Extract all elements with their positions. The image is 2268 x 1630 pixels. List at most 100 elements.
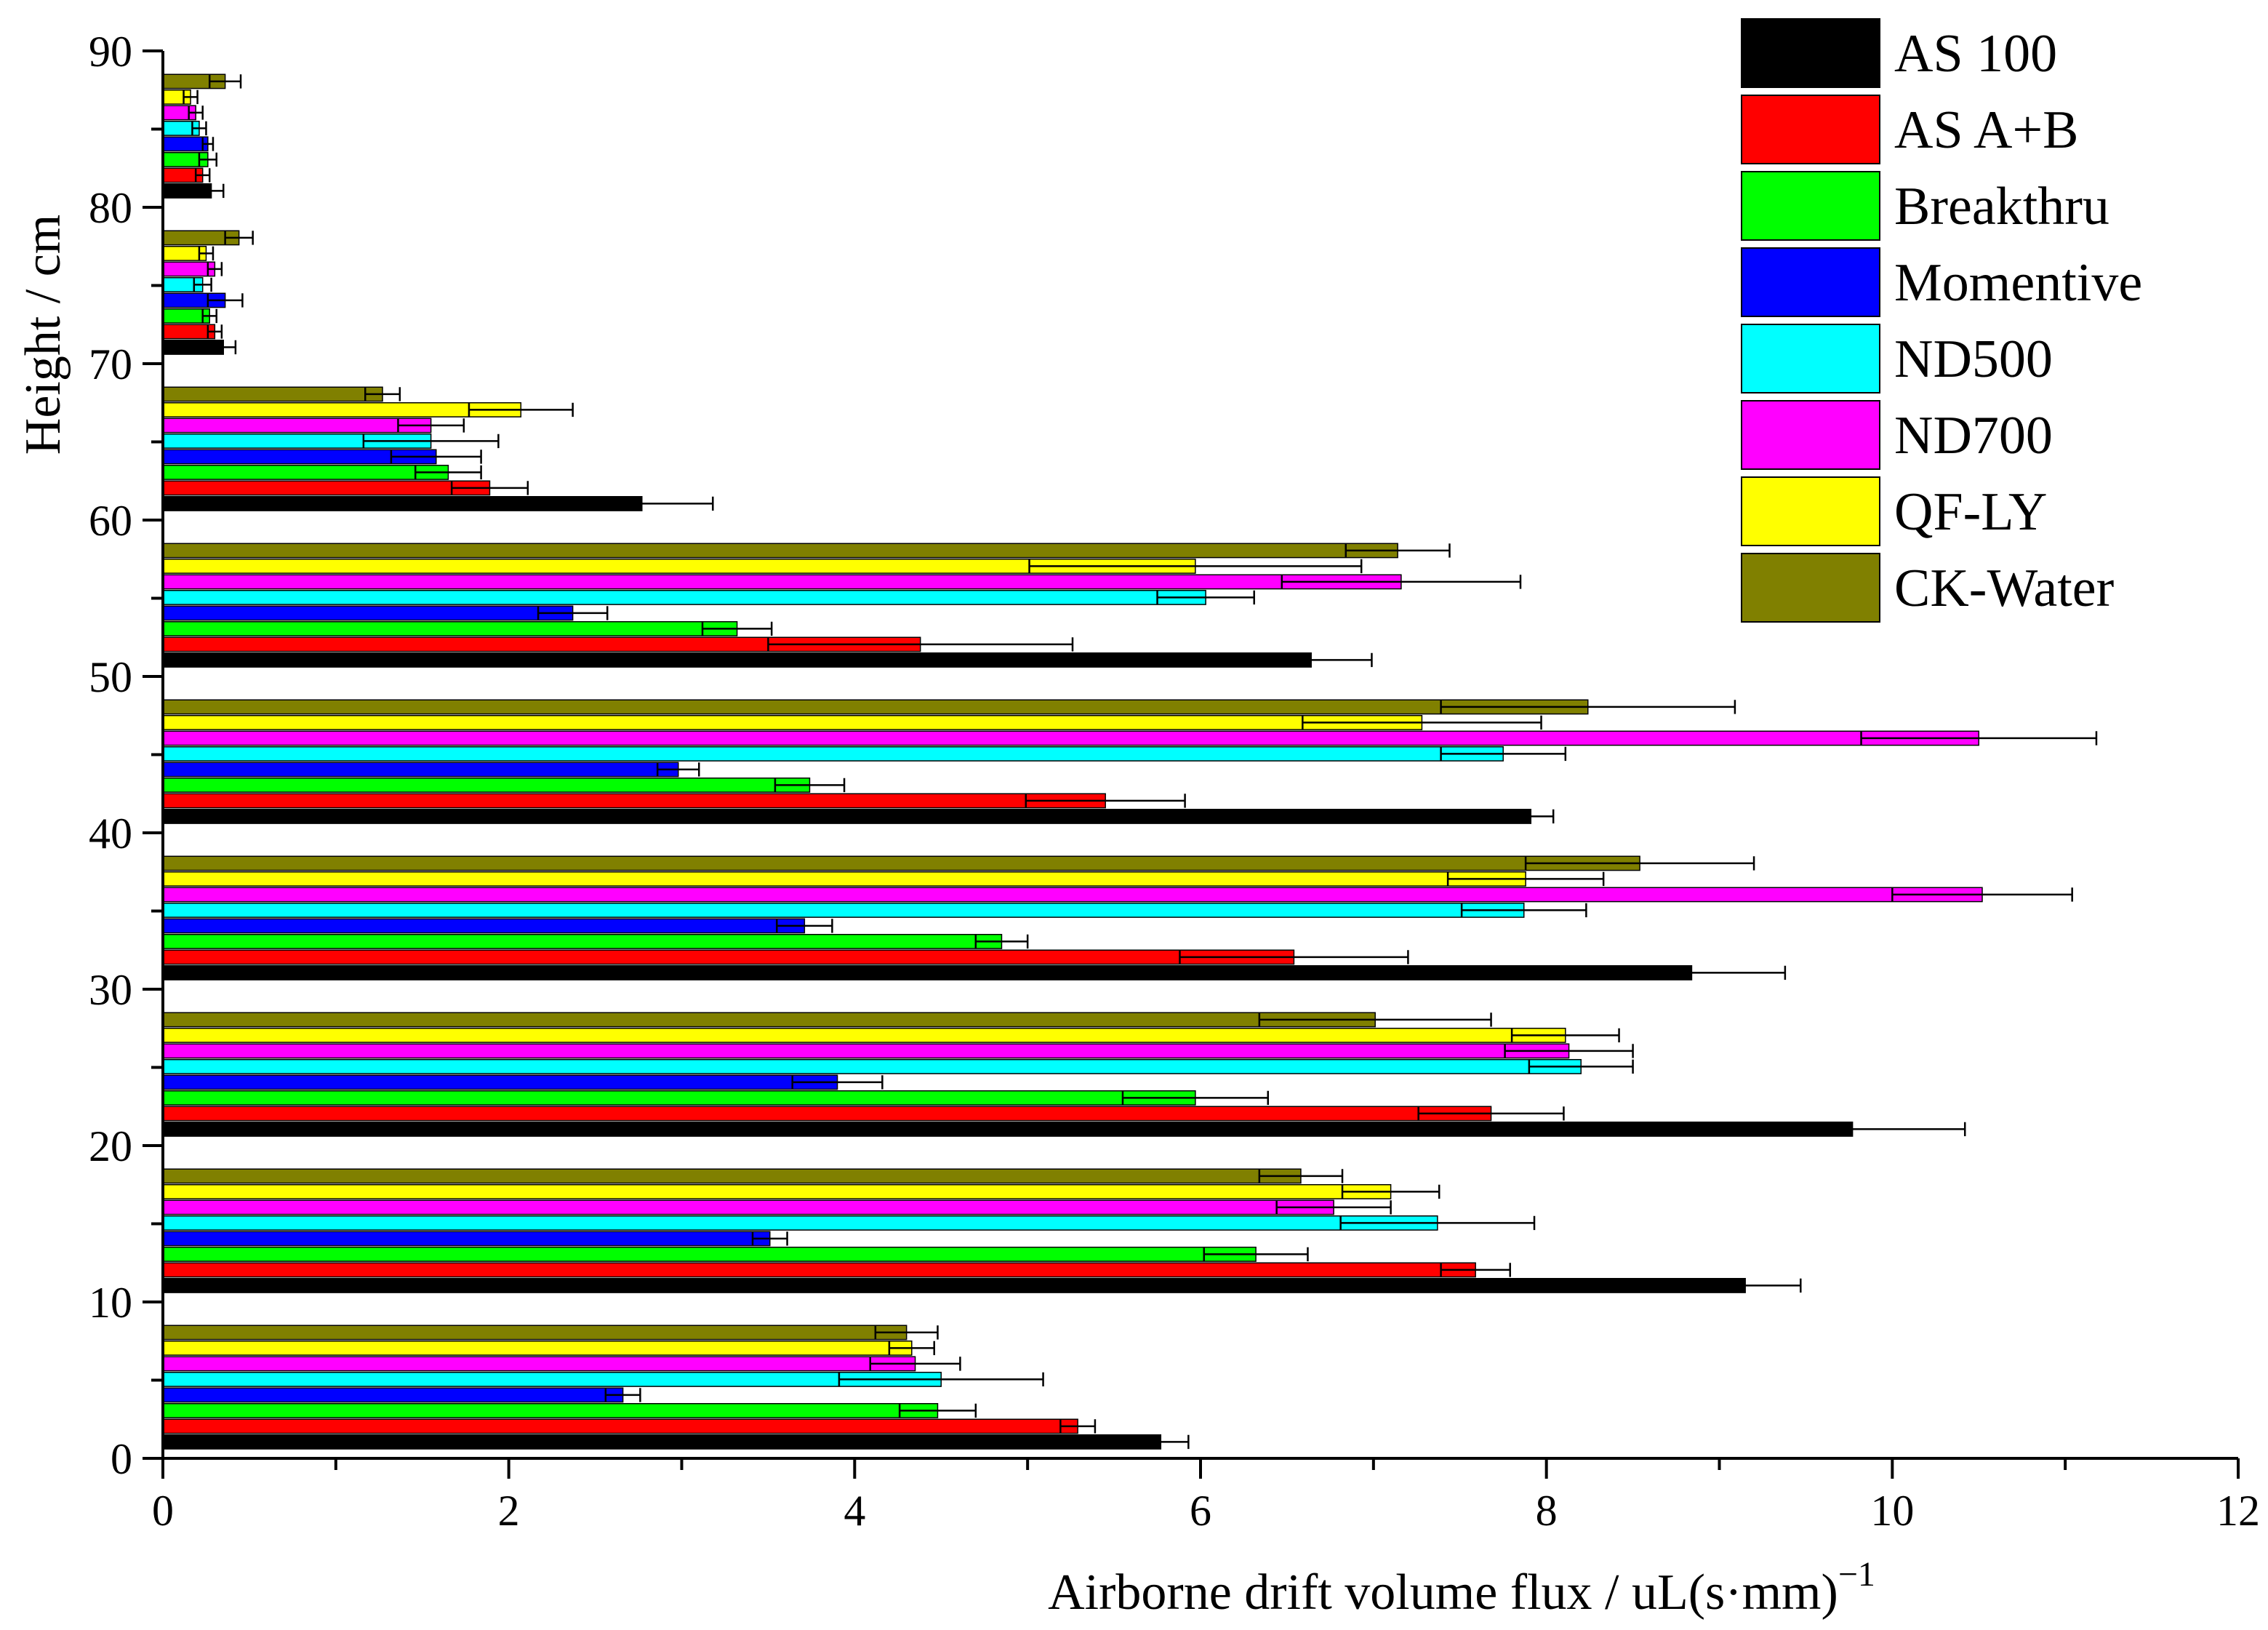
x-tick-label: 6 (1190, 1487, 1211, 1535)
bar-qf-ly-40 (162, 871, 1526, 887)
error-bar-ck-water-60 (1345, 543, 1451, 558)
legend-label: ND700 (1894, 406, 2053, 466)
bar-nd700-40 (162, 887, 1983, 903)
error-bar-ck-water-80 (224, 231, 254, 245)
error-bar-as-100-90 (198, 183, 225, 199)
bar-breakthru-50 (162, 778, 811, 793)
error-bar-nd700-40 (1891, 887, 2073, 902)
error-bar-as-100-10 (1131, 1434, 1190, 1450)
y-tick-label: 80 (89, 184, 132, 232)
bar-momentive-90 (162, 136, 209, 152)
bar-nd500-30 (162, 1059, 1582, 1074)
x-tick-label: 8 (1536, 1487, 1558, 1535)
x-axis-title-text: Airborne drift volume flux / uL(s·mm) (1048, 1565, 1838, 1621)
error-bar-breakthru-50 (774, 778, 846, 793)
bar-as-100-30 (162, 1122, 1854, 1137)
error-bar-momentive-40 (776, 919, 833, 933)
bar-nd500-50 (162, 746, 1504, 762)
error-bar-nd500-60 (1156, 590, 1255, 605)
error-bar-as-a-b-40 (1179, 950, 1409, 964)
bars-layer (162, 73, 1983, 1450)
error-bar-as-100-30 (1739, 1122, 1966, 1137)
error-bar-nd700-60 (1281, 575, 1522, 589)
bar-qf-ly-20 (162, 1184, 1392, 1199)
error-bar-nd700-90 (188, 105, 204, 120)
bar-breakthru-10 (162, 1403, 939, 1418)
bar-momentive-20 (162, 1231, 771, 1247)
error-bar-ck-water-90 (208, 74, 242, 89)
error-bar-ck-water-20 (1258, 1169, 1344, 1183)
error-bar-momentive-20 (751, 1231, 788, 1246)
error-bar-as-100-40 (1597, 965, 1787, 980)
error-bar-qf-ly-10 (888, 1341, 935, 1356)
error-bar-momentive-10 (604, 1388, 641, 1402)
error-bar-breakthru-30 (1121, 1090, 1270, 1106)
error-bar-nd700-20 (1275, 1200, 1392, 1215)
error-bar-nd500-50 (1440, 746, 1567, 762)
bar-qf-ly-50 (162, 715, 1423, 730)
error-bar-ck-water-10 (874, 1325, 939, 1340)
bar-ck-water-20 (162, 1168, 1302, 1184)
legend-swatch (1741, 400, 1880, 470)
x-axis-title: Airborne drift volume flux / uL(s·mm)−1 (1048, 1555, 1875, 1621)
bar-ck-water-30 (162, 1012, 1376, 1028)
bar-as-a-b-70 (162, 480, 491, 496)
error-bar-ck-water-70 (364, 387, 401, 401)
y-ticks: 0 10 20 30 40 50 60 70 80 90 (89, 28, 163, 1483)
bar-nd700-20 (162, 1199, 1334, 1215)
x-tick-label: 0 (152, 1487, 174, 1535)
y-tick-label: 30 (89, 966, 132, 1014)
x-tick-label: 4 (844, 1487, 865, 1535)
legend-label: AS A+B (1894, 100, 2079, 160)
error-bar-nd500-20 (1339, 1215, 1536, 1231)
y-tick-label: 20 (89, 1122, 132, 1170)
x-tick-label: 2 (498, 1487, 520, 1535)
bar-nd500-10 (162, 1372, 942, 1387)
bar-nd700-60 (162, 574, 1402, 590)
error-bar-nd700-30 (1504, 1044, 1634, 1058)
error-bar-as-a-b-10 (1059, 1419, 1097, 1434)
error-bar-as-100-70 (570, 496, 714, 511)
legend-swatch (1741, 95, 1880, 164)
bar-nd700-10 (162, 1356, 916, 1372)
bar-breakthru-40 (162, 934, 1003, 949)
y-tick-label: 50 (89, 653, 132, 701)
error-bar-nd700-70 (397, 418, 465, 433)
error-bar-momentive-30 (791, 1075, 883, 1090)
bar-breakthru-60 (162, 621, 738, 636)
bar-breakthru-30 (162, 1090, 1196, 1106)
error-bar-qf-ly-70 (468, 402, 574, 418)
legend: AS 100 AS A+B Breakthru Momentive ND500 ND700… (1741, 18, 2142, 623)
bar-as-a-b-50 (162, 793, 1106, 809)
error-bar-breakthru-10 (898, 1403, 977, 1418)
bar-as-100-20 (162, 1278, 1746, 1293)
error-bar-nd700-10 (869, 1357, 961, 1371)
error-bar-qf-ly-30 (1510, 1028, 1620, 1043)
error-bar-momentive-50 (656, 762, 700, 777)
error-bar-momentive-90 (201, 137, 215, 151)
error-bar-nd500-40 (1460, 903, 1587, 918)
error-bar-nd500-70 (362, 434, 500, 449)
error-bar-as-a-b-80 (207, 324, 223, 339)
bar-as-100-50 (162, 809, 1532, 824)
bar-momentive-30 (162, 1074, 838, 1090)
y-tick-label: 90 (89, 28, 132, 76)
error-bar-ck-water-40 (1524, 856, 1755, 871)
error-bar-ck-water-30 (1258, 1012, 1492, 1027)
y-tick-label: 0 (111, 1435, 132, 1483)
bar-nd700-70 (162, 418, 432, 434)
error-bar-nd500-30 (1528, 1059, 1634, 1074)
bar-as-100-40 (162, 965, 1693, 980)
error-bar-breakthru-70 (414, 465, 482, 480)
error-bar-as-a-b-90 (194, 168, 211, 183)
error-bar-qf-ly-80 (198, 246, 215, 261)
error-bar-breakthru-60 (701, 621, 773, 636)
error-bar-nd500-10 (838, 1372, 1044, 1387)
bar-nd500-60 (162, 590, 1206, 605)
error-bar-breakthru-90 (198, 152, 217, 167)
error-bar-as-100-50 (1507, 809, 1555, 824)
legend-label: QF-LY (1894, 482, 2047, 542)
legend-label: ND500 (1894, 329, 2053, 389)
bar-momentive-10 (162, 1387, 624, 1403)
